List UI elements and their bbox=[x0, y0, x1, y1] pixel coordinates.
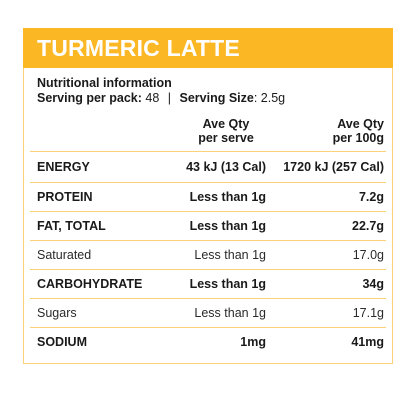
serving-size-value: : 2.5g bbox=[253, 91, 286, 105]
table-row-energy: ENERGY 43 kJ (13 Cal) 1720 kJ (257 Cal) bbox=[30, 151, 386, 182]
nutrition-panel bbox=[23, 68, 393, 364]
row-name: Saturated bbox=[37, 248, 92, 262]
column-header-per-serve-line1: Ave Qty bbox=[202, 117, 250, 131]
serving-size-label: Serving Size bbox=[179, 91, 254, 105]
row-name: Sugars bbox=[37, 306, 77, 320]
column-header-per-100g: Ave Qty per 100g bbox=[304, 117, 384, 145]
nutrition-info: Nutritional information Serving per pack… bbox=[37, 76, 285, 106]
row-name: PROTEIN bbox=[37, 190, 93, 204]
column-header-per-serve-line2: per serve bbox=[198, 131, 254, 145]
nutrition-table: ENERGY 43 kJ (13 Cal) 1720 kJ (257 Cal) … bbox=[30, 151, 386, 356]
row-per-serve: 43 kJ (13 Cal) bbox=[186, 160, 266, 174]
row-per-serve: Less than 1g bbox=[194, 306, 266, 320]
info-heading: Nutritional information bbox=[37, 76, 172, 90]
serving-per-pack-label: Serving per pack: bbox=[37, 91, 142, 105]
serving-line: Serving per pack: 48 | Serving Size: 2.5… bbox=[37, 91, 285, 106]
row-per-serve: 1mg bbox=[240, 335, 266, 349]
table-row-sodium: SODIUM 1mg 41mg bbox=[30, 327, 386, 356]
row-per-100g: 7.2g bbox=[358, 190, 384, 204]
table-row-sugars: Sugars Less than 1g 17.1g bbox=[30, 298, 386, 327]
row-per-100g: 22.7g bbox=[352, 219, 384, 233]
row-name: CARBOHYDRATE bbox=[37, 277, 143, 291]
table-row-saturated: Saturated Less than 1g 17.0g bbox=[30, 240, 386, 269]
row-per-100g: 17.1g bbox=[352, 306, 384, 320]
column-header-per-100g-line2: per 100g bbox=[332, 131, 384, 145]
row-per-100g: 34g bbox=[362, 277, 384, 291]
row-name: SODIUM bbox=[37, 335, 87, 349]
table-row-protein: PROTEIN Less than 1g 7.2g bbox=[30, 182, 386, 211]
row-per-serve: Less than 1g bbox=[189, 277, 266, 291]
table-row-fat-total: FAT, TOTAL Less than 1g 22.7g bbox=[30, 211, 386, 240]
column-header-per-100g-line1: Ave Qty bbox=[337, 117, 384, 131]
table-header: Ave Qty per serve Ave Qty per 100g bbox=[30, 117, 386, 151]
serving-separator: | bbox=[167, 91, 172, 105]
row-per-100g: 41mg bbox=[351, 335, 384, 349]
table-row-carbohydrate: CARBOHYDRATE Less than 1g 34g bbox=[30, 269, 386, 298]
row-per-serve: Less than 1g bbox=[189, 190, 266, 204]
title-banner: TURMERIC LATTE bbox=[23, 28, 393, 68]
row-per-100g: 17.0g bbox=[352, 248, 384, 262]
product-title: TURMERIC LATTE bbox=[37, 34, 240, 61]
serving-per-pack-value: 48 bbox=[145, 91, 160, 105]
row-name: ENERGY bbox=[37, 160, 90, 174]
row-name: FAT, TOTAL bbox=[37, 219, 106, 233]
row-per-serve: Less than 1g bbox=[194, 248, 266, 262]
column-header-per-serve: Ave Qty per serve bbox=[186, 117, 266, 145]
row-per-serve: Less than 1g bbox=[189, 219, 266, 233]
row-per-100g: 1720 kJ (257 Cal) bbox=[283, 160, 384, 174]
